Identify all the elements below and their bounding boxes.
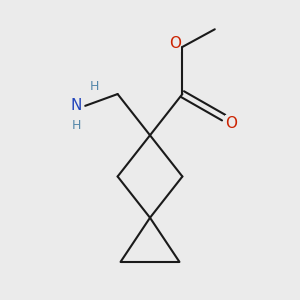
Text: H: H — [89, 80, 99, 93]
Text: N: N — [71, 98, 82, 113]
Text: O: O — [169, 37, 181, 52]
Text: O: O — [225, 116, 237, 131]
Text: H: H — [72, 119, 81, 132]
